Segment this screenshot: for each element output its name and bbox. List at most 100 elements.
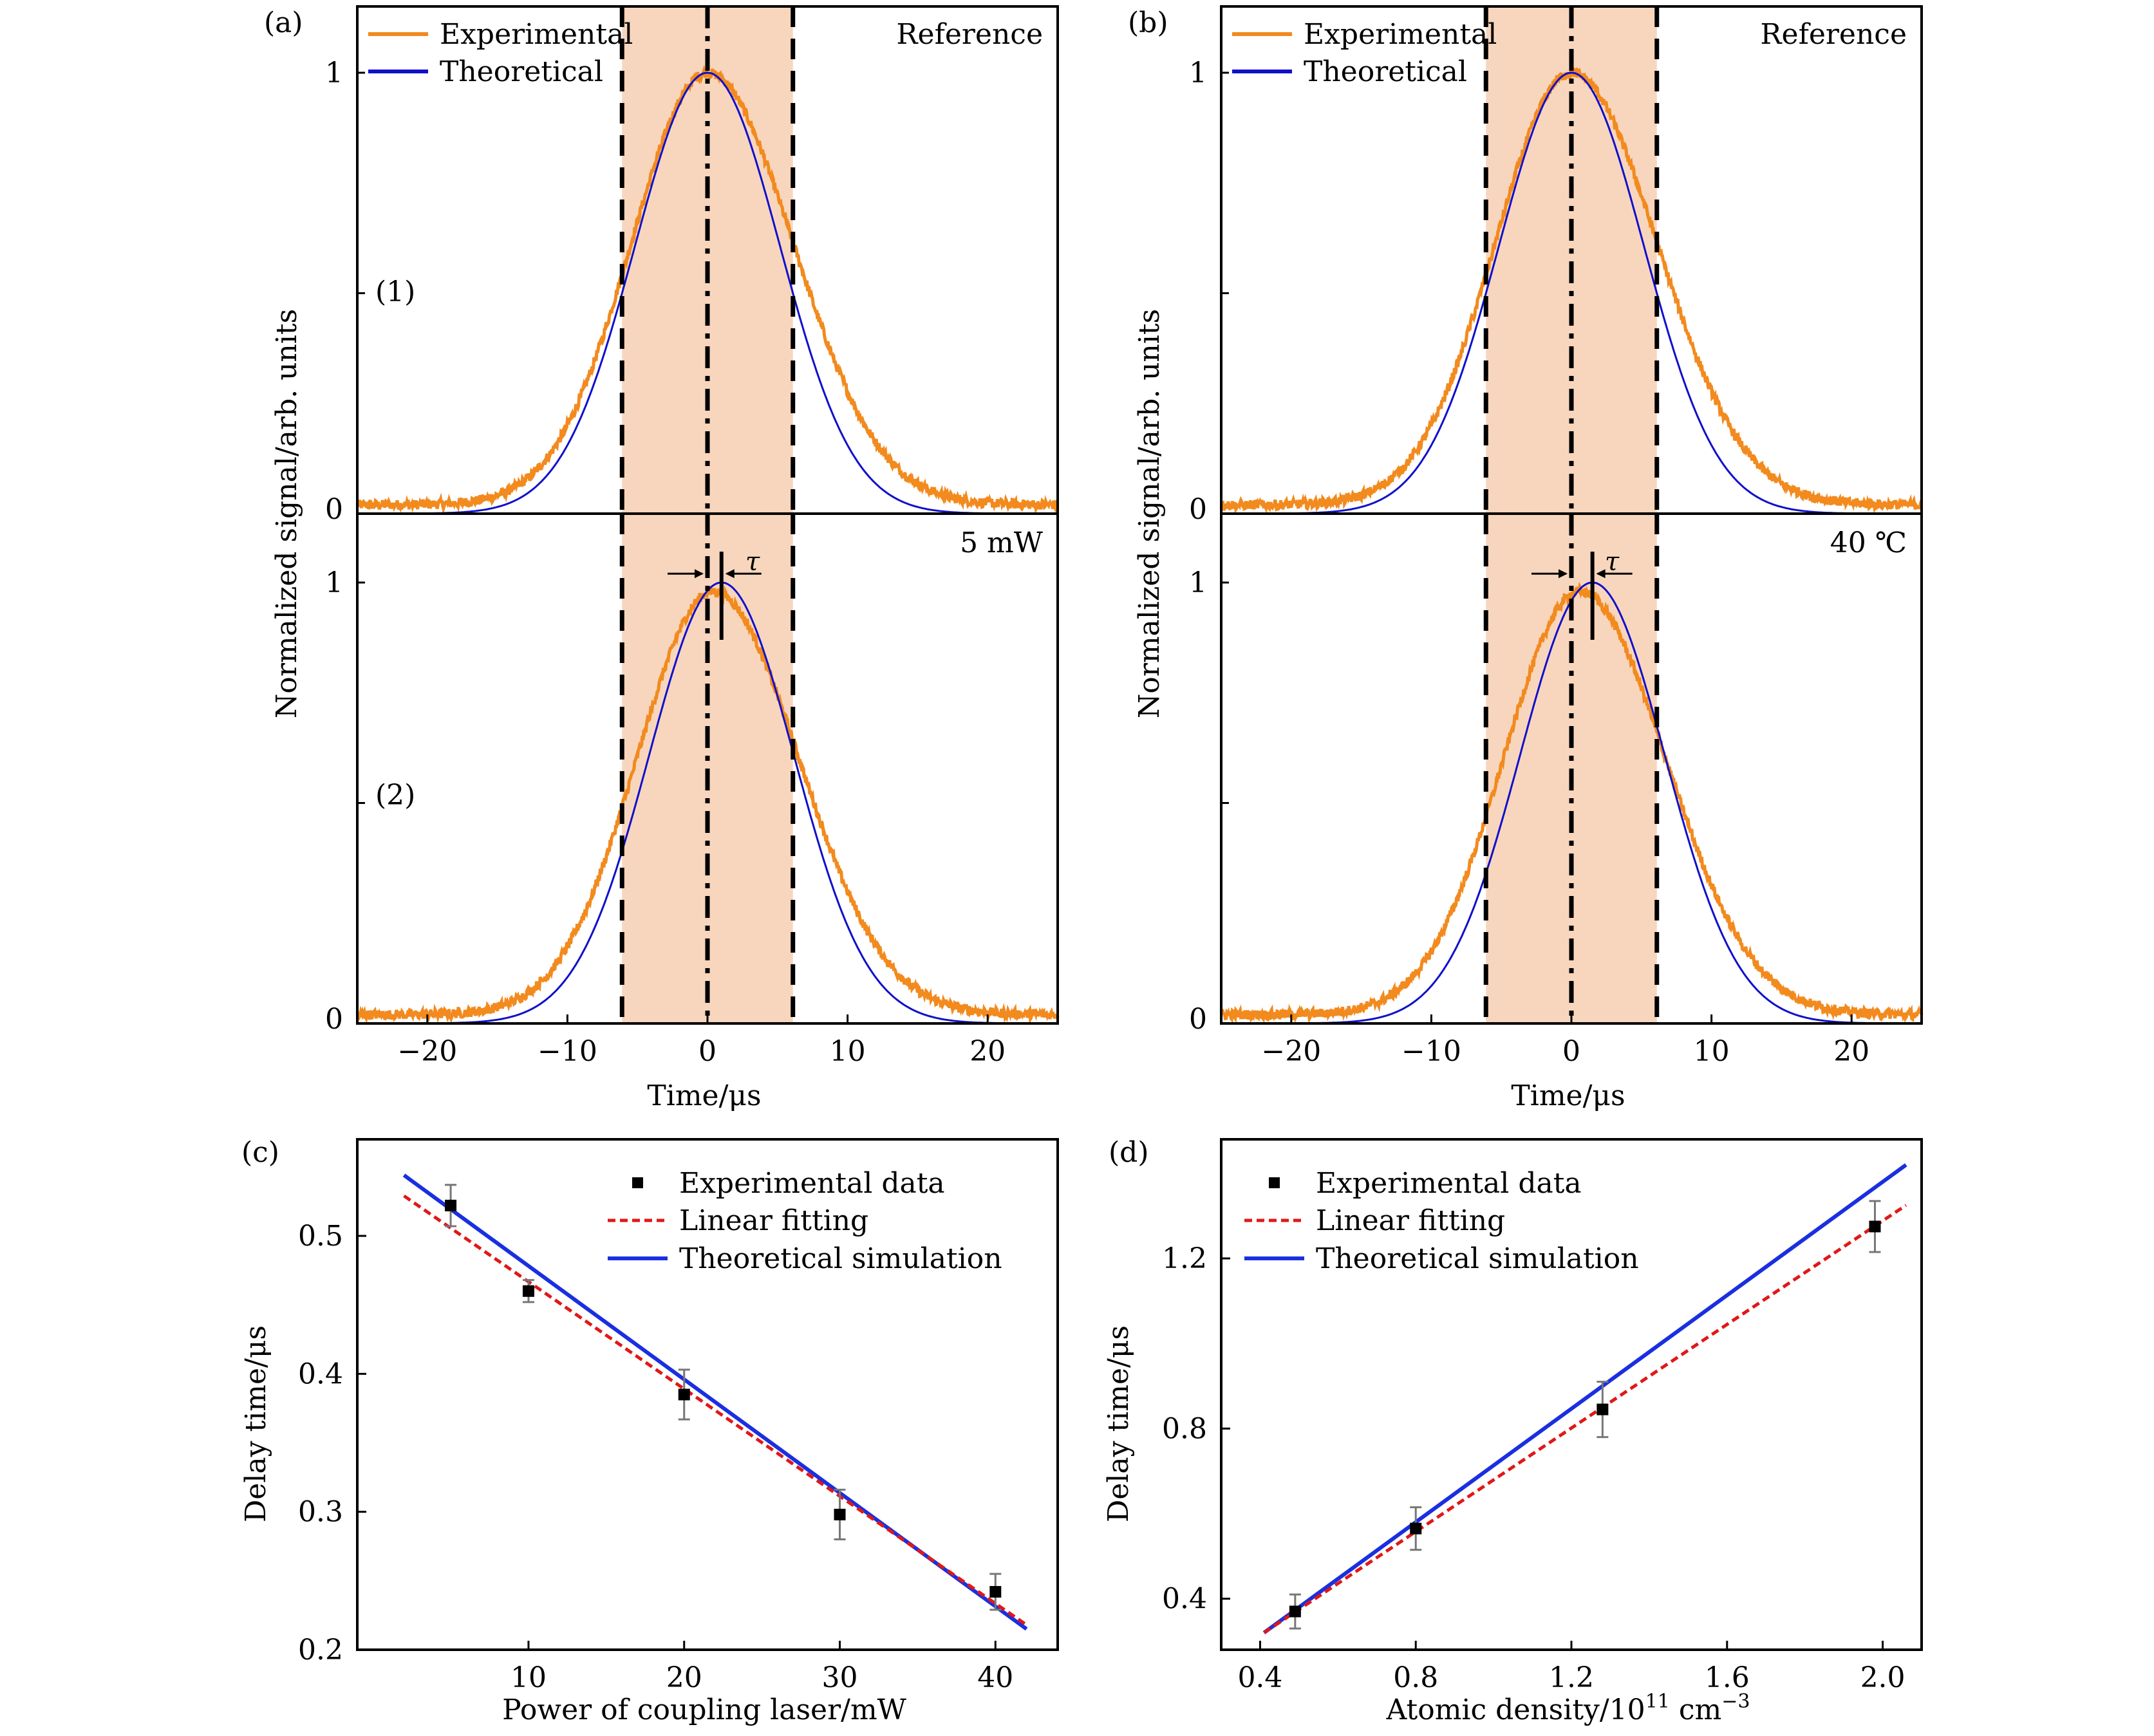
y-tick-label: 1 — [325, 566, 343, 599]
xlabel-exponent: 11 — [1645, 1690, 1670, 1713]
y-tick-label: 0.2 — [298, 1634, 343, 1666]
panel-b-legend: Experimental Theoretical — [1232, 18, 1497, 88]
y-tick-label: 0 — [325, 1003, 343, 1036]
theoretical-trace — [357, 71, 1058, 515]
delay-arrowhead-left — [695, 569, 704, 579]
panel-a-tau: τ — [745, 547, 760, 577]
panel-a-top-plot: 10 — [325, 5, 1060, 526]
legend-theoretical-simulation-label: Theoretical simulation — [1316, 1242, 1639, 1275]
panel-c: (c) 10 20 30 40 0.2 0.3 0.4 0.5 Delay time/μs P… — [239, 1136, 1059, 1726]
legend-theoretical-label: Theoretical — [440, 55, 603, 88]
xlabel-unit-exponent: −3 — [1721, 1690, 1750, 1713]
panel-b-xlabel: Time/μs — [1511, 1079, 1625, 1112]
panel-a-ylabel: Normalized signal/arb. units — [270, 309, 303, 718]
panel-b-temperature-tag: 40 ℃ — [1830, 527, 1907, 559]
panel-a-letter: (a) — [264, 6, 303, 39]
y-tick-label: 0 — [325, 493, 343, 526]
data-point — [1289, 1605, 1301, 1618]
legend-marker-swatch — [1269, 1177, 1280, 1188]
panel-b-bottom-plot: 10−20 −10 0 10 20 — [1189, 512, 1924, 1068]
panel-a: (a) 10 10−20 −10 0 10 20 Reference 5 mW (1) … — [264, 5, 1060, 1112]
panel-a-label-1: (1) — [375, 275, 415, 308]
panel-a-reference-tag: Reference — [896, 18, 1043, 51]
x-tick-label: 10 — [1694, 1035, 1730, 1068]
xlabel-main: Atomic density/10 — [1386, 1694, 1645, 1726]
panel-c-letter: (c) — [241, 1136, 279, 1169]
panel-b: (b) 10 10−20 −10 0 10 20 Reference 40 ℃ τ No… — [1128, 5, 1924, 1112]
plot-frame — [1220, 512, 1923, 1025]
legend-theoretical-label: Theoretical — [1304, 55, 1467, 88]
data-point — [834, 1508, 846, 1520]
x-tick-label: 0.8 — [1393, 1661, 1438, 1694]
linear-fitting-line — [1263, 1204, 1907, 1634]
x-tick-label: −20 — [397, 1035, 457, 1068]
y-tick-label: 1 — [325, 57, 343, 89]
theoretical-simulation-line — [1262, 1163, 1907, 1634]
plot-frame — [1220, 1138, 1923, 1651]
panel-d-legend: Experimental data Linear fitting Theoret… — [1244, 1167, 1639, 1275]
data-point — [989, 1585, 1002, 1598]
x-tick-label: 0 — [1562, 1035, 1580, 1068]
panel-b-tau: τ — [1605, 547, 1620, 577]
x-tick-label: 20 — [1833, 1035, 1869, 1068]
x-tick-label: 0 — [698, 1035, 716, 1068]
panel-b-letter: (b) — [1128, 6, 1168, 39]
panel-a-legend: Experimental Theoretical — [368, 18, 633, 88]
panel-b-ylabel: Normalized signal/arb. units — [1133, 309, 1166, 718]
panel-d-plot: 0.4 0.8 1.2 1.6 2.0 0.4 0.8 1.2 — [1162, 1138, 1923, 1694]
legend-linear-fitting-label: Linear fitting — [679, 1204, 868, 1237]
legend-experimental-label: Experimental — [1304, 18, 1497, 51]
delay-arrowhead-right — [1596, 569, 1606, 579]
delay-arrowhead-right — [725, 569, 735, 579]
panel-a-power-tag: 5 mW — [960, 527, 1044, 559]
panel-d-xlabel: Atomic density/1011 cm−3 — [1386, 1690, 1750, 1726]
panel-a-bottom-plot: 10−20 −10 0 10 20 — [325, 512, 1060, 1068]
legend-experimental-label: Experimental — [440, 18, 633, 51]
panel-d-letter: (d) — [1109, 1136, 1149, 1169]
x-tick-label: 10 — [510, 1661, 547, 1694]
shaded-window — [1486, 6, 1657, 514]
y-tick-label: 1 — [1189, 566, 1207, 599]
linear-fitting-line — [403, 1194, 1028, 1627]
experimental-trace — [1219, 581, 1924, 1023]
y-tick-label: 0 — [1189, 1003, 1207, 1036]
data-point — [445, 1199, 457, 1211]
x-tick-label: 20 — [666, 1661, 702, 1694]
data-point — [522, 1285, 534, 1297]
y-tick-label: 1.2 — [1162, 1242, 1207, 1275]
x-tick-label: 30 — [822, 1661, 858, 1694]
panel-c-xlabel: Power of coupling laser/mW — [502, 1694, 907, 1726]
panel-c-plot: 10 20 30 40 0.2 0.3 0.4 0.5 — [298, 1138, 1059, 1694]
panel-a-xlabel: Time/μs — [647, 1079, 761, 1112]
y-tick-label: 0 — [1189, 493, 1207, 526]
panel-b-top-plot: 10 — [1189, 5, 1923, 526]
x-tick-label: −10 — [538, 1035, 597, 1068]
x-tick-label: 1.6 — [1705, 1661, 1750, 1694]
y-tick-label: 0.5 — [298, 1220, 343, 1253]
panel-b-reference-tag: Reference — [1760, 18, 1907, 51]
shaded-window — [622, 6, 793, 514]
data-point — [1869, 1220, 1881, 1233]
x-tick-label: −20 — [1261, 1035, 1321, 1068]
legend-theoretical-simulation-label: Theoretical simulation — [679, 1242, 1002, 1275]
x-tick-label: 0.4 — [1237, 1661, 1282, 1694]
panel-d-ylabel: Delay time/μs — [1102, 1325, 1135, 1522]
y-tick-label: 0.4 — [298, 1358, 343, 1390]
y-tick-label: 0.4 — [1162, 1583, 1207, 1616]
panel-c-ylabel: Delay time/μs — [239, 1325, 272, 1522]
x-tick-label: 1.2 — [1549, 1661, 1594, 1694]
x-tick-label: 2.0 — [1860, 1661, 1906, 1694]
y-tick-label: 0.3 — [298, 1496, 343, 1529]
legend-linear-fitting-label: Linear fitting — [1316, 1204, 1505, 1237]
panel-a-label-2: (2) — [375, 779, 415, 812]
panel-d: (d) 0.4 0.8 1.2 1.6 2.0 0.4 0.8 1.2 Delay time/… — [1102, 1136, 1923, 1726]
legend-experimental-data-label: Experimental data — [1316, 1167, 1582, 1200]
y-tick-label: 0.8 — [1162, 1412, 1207, 1445]
panel-c-legend: Experimental data Linear fitting Theoret… — [608, 1167, 1002, 1275]
x-tick-label: 10 — [830, 1035, 866, 1068]
theoretical-trace — [1221, 71, 1922, 515]
data-point — [1410, 1522, 1422, 1535]
x-tick-label: 40 — [977, 1661, 1013, 1694]
legend-experimental-data-label: Experimental data — [679, 1167, 945, 1200]
